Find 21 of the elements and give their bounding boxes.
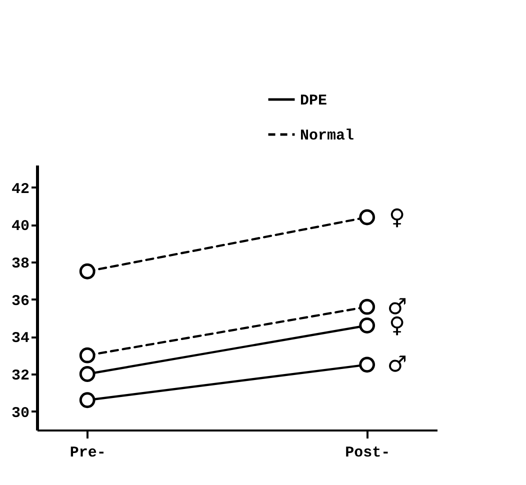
y-tick-label: 40: [11, 218, 30, 236]
point: [79, 347, 96, 364]
annotation: ♂: [387, 352, 407, 378]
point: [359, 209, 376, 226]
point: [359, 318, 376, 334]
y-tick-label: 38: [11, 256, 30, 273]
point: [359, 298, 376, 315]
x-tick-label: Post-: [345, 444, 390, 462]
y-tick-label: 34: [11, 330, 30, 348]
x-tick-label: Pre-: [70, 444, 106, 462]
y-tick-label: 42: [11, 180, 30, 198]
y-tick-label: 36: [11, 292, 30, 310]
legend-label: Normal: [300, 128, 354, 144]
annotation: ♀: [389, 205, 406, 230]
point: [79, 366, 96, 382]
point: [79, 392, 96, 408]
y-tick-label: 32: [11, 368, 30, 385]
y-tick-label: 30: [11, 404, 30, 422]
point: [79, 263, 96, 280]
legend-label: DPE: [300, 92, 328, 110]
point: [359, 356, 376, 373]
